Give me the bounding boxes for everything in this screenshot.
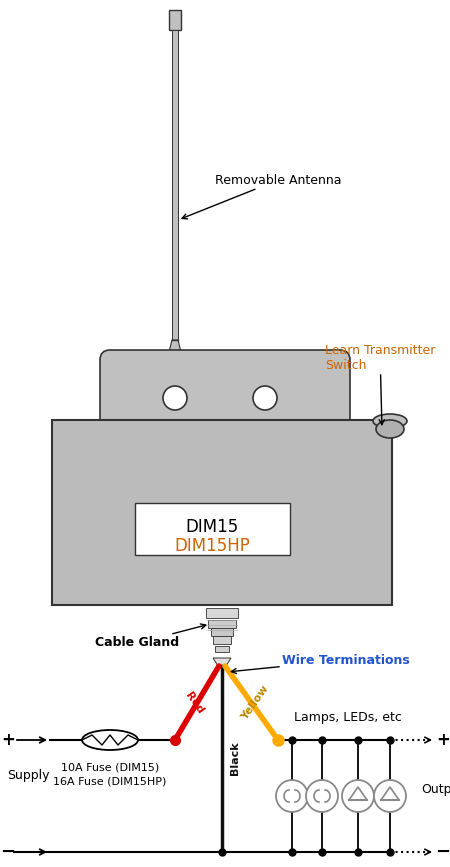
- Text: DIM15HP: DIM15HP: [174, 537, 250, 555]
- Bar: [135, 503, 290, 555]
- Text: Cable Gland: Cable Gland: [95, 624, 206, 649]
- Bar: [52, 420, 392, 605]
- Bar: [213, 636, 231, 644]
- Polygon shape: [213, 658, 231, 666]
- Bar: [206, 608, 238, 618]
- Circle shape: [253, 386, 277, 410]
- Text: −: −: [436, 843, 450, 861]
- Circle shape: [276, 780, 308, 812]
- Text: Output: Output: [421, 784, 450, 797]
- Circle shape: [306, 780, 338, 812]
- Ellipse shape: [373, 414, 407, 428]
- Bar: [215, 646, 229, 652]
- Text: −: −: [0, 843, 16, 861]
- Bar: [172, 30, 178, 340]
- Text: 10A Fuse (DIM15)
16A Fuse (DIM15HP): 10A Fuse (DIM15) 16A Fuse (DIM15HP): [53, 762, 166, 786]
- Text: Supply: Supply: [7, 768, 49, 781]
- FancyBboxPatch shape: [100, 350, 350, 440]
- Text: +: +: [1, 731, 15, 749]
- Bar: [208, 620, 236, 628]
- Text: Lamps, LEDs, etc: Lamps, LEDs, etc: [294, 712, 402, 725]
- Circle shape: [163, 386, 187, 410]
- Text: Red: Red: [183, 690, 205, 715]
- Text: Learn Transmitter
Switch: Learn Transmitter Switch: [325, 344, 436, 425]
- Text: Black: Black: [230, 741, 240, 775]
- Ellipse shape: [376, 420, 404, 438]
- Text: +: +: [436, 731, 450, 749]
- Bar: [211, 628, 233, 636]
- Circle shape: [342, 780, 374, 812]
- Polygon shape: [157, 340, 193, 400]
- Text: Yellow: Yellow: [239, 684, 270, 722]
- Circle shape: [374, 780, 406, 812]
- Text: Wire Terminations: Wire Terminations: [231, 654, 410, 674]
- Bar: [169, 10, 181, 30]
- Ellipse shape: [82, 730, 138, 750]
- Text: DIM15: DIM15: [185, 518, 238, 536]
- Text: Removable Antenna: Removable Antenna: [182, 173, 342, 218]
